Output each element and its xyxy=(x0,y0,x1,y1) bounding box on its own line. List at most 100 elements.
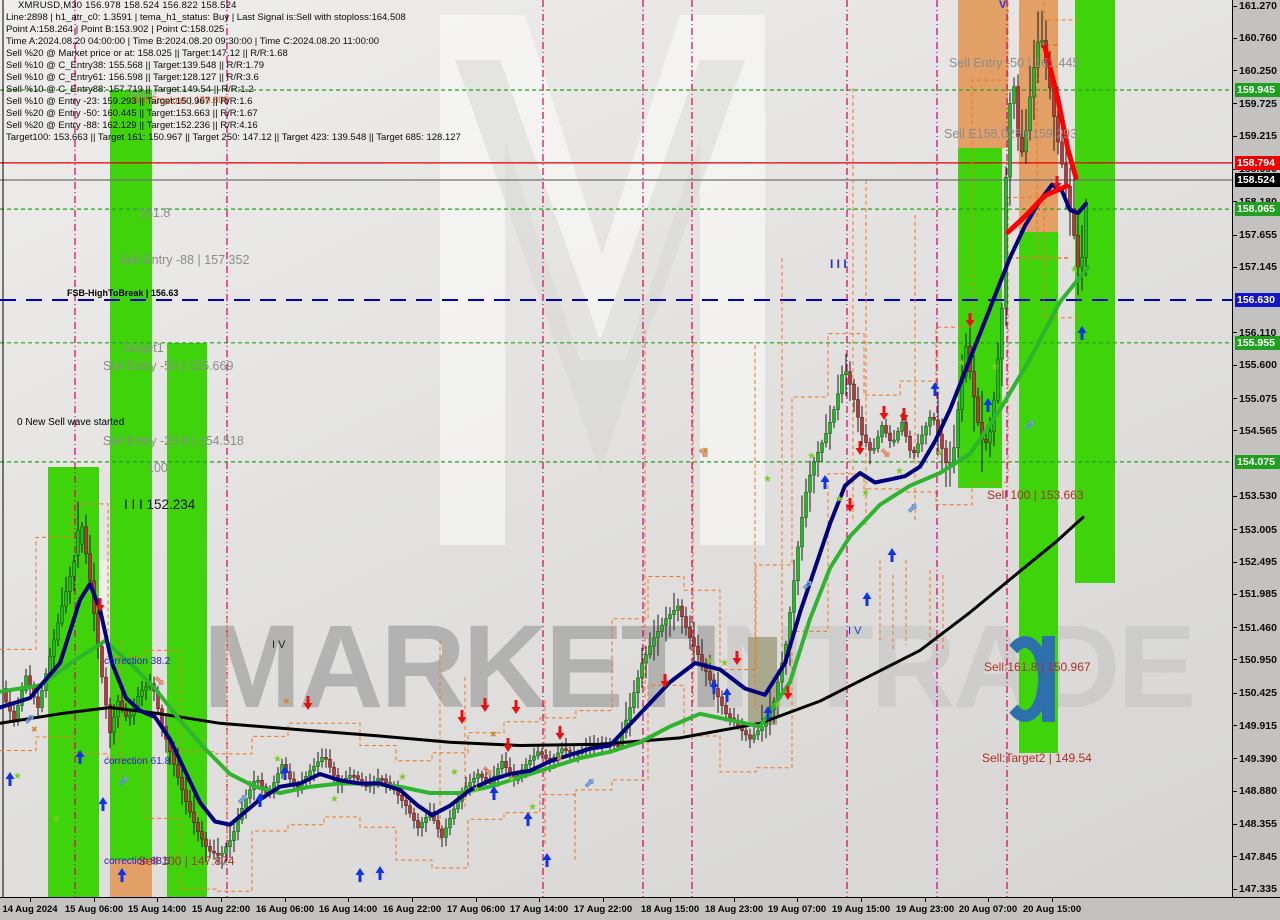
price-axis[interactable]: 161.270160.760160.250159.725159.215158.6… xyxy=(1232,0,1280,897)
time-tick-mark xyxy=(157,898,158,902)
price-tick-label: 155.075 xyxy=(1239,392,1277,405)
star-marker-icon: ★ xyxy=(472,784,481,795)
star-marker-icon: ★ xyxy=(398,772,407,783)
info-line: Sell %20 @ Entry -50: 160.445 || Target:… xyxy=(6,108,258,119)
star-marker-icon: ★ xyxy=(450,767,459,778)
buy-arrow-icon xyxy=(375,866,385,873)
watermark-text-left: MARKETI xyxy=(203,601,723,733)
watermark-text-right: NTRADE xyxy=(719,601,1197,733)
time-tick-mark xyxy=(734,898,735,902)
hollow-up-arrow-icon: ⇗ xyxy=(237,792,248,807)
price-tick-mark xyxy=(1233,364,1237,366)
price-tick-label: 150.950 xyxy=(1239,653,1277,666)
info-line: Sell %10 @ C_Entry38: 155.568 || Target:… xyxy=(6,60,265,71)
hollow-up-arrow-icon: ⇗ xyxy=(1024,418,1035,433)
ma-slow-black xyxy=(0,515,1085,747)
price-tick-label: 148.355 xyxy=(1239,818,1277,831)
price-tick-mark xyxy=(1233,692,1237,694)
chart-label: I I I 152.234 xyxy=(124,497,196,512)
buy-arrow-icon xyxy=(75,750,85,757)
price-badge-159.945: 159.945 xyxy=(1235,82,1280,97)
hollow-down-arrow-icon: ⇘ xyxy=(154,674,165,689)
hollow-down-arrow-icon: ⇘ xyxy=(880,446,891,461)
price-tick-label: 157.655 xyxy=(1239,229,1277,242)
info-line: Sell %10 @ C_Entry88: 157.719 || Target:… xyxy=(6,84,254,95)
chart-label: Sell Stoploss | 159.805 xyxy=(132,95,230,106)
red-falling xyxy=(1042,44,1079,181)
star-marker-icon: ★ xyxy=(807,451,816,462)
price-tick-mark xyxy=(1233,332,1237,334)
chart-label: Sell 100 | 147.874 xyxy=(138,854,235,868)
time-axis-label: 16 Aug 06:00 xyxy=(255,904,315,915)
sell-arrow-icon xyxy=(555,733,565,740)
chart-label: FSB-HighToBreak | 156.63 xyxy=(67,288,179,298)
price-tick-mark xyxy=(1233,758,1237,760)
star-marker-icon: ★ xyxy=(507,774,516,785)
price-tick-label: 149.915 xyxy=(1239,719,1277,732)
time-axis[interactable]: 14 Aug 2024 15 Aug 06:00 15 Aug 14:00 15 Au… xyxy=(0,897,1280,920)
price-badge-158.794: 158.794 xyxy=(1235,155,1280,170)
price-tick-label: 155.600 xyxy=(1239,359,1277,372)
price-tick-label: 152.495 xyxy=(1239,556,1277,569)
star-marker-icon: ★ xyxy=(720,658,729,669)
indicator-upper-steps xyxy=(0,0,1080,762)
buy-arrow-icon xyxy=(5,772,15,779)
price-chart-canvas[interactable]: ⇗⇗⇗⇗⇗⇗⇗⇘⇘⇘ ⇘★★★★★ ★★★★★ ★★★★★★★★★ ★★✖✖✖✖✖ xyxy=(0,0,1232,897)
time-axis-label: 15 Aug 06:00 xyxy=(64,904,124,915)
chart-plot-area[interactable]: MARKETINTRADE ⇗ ⇗ ⇗ ⇗ ⇗ ⇗ ⇗ ⇘ ⇘ ⇘ ⇘ ★ ★ ★ ★ ★ ★ ★ ★ ★ ★ ★ ★ ★ ★ ★… xyxy=(0,0,1232,897)
price-tick-mark xyxy=(1233,529,1237,531)
price-tick-mark xyxy=(1233,823,1237,825)
watermark-logo-bar xyxy=(1042,636,1055,722)
price-tick-mark xyxy=(1233,5,1237,7)
info-line: Sell %10 @ C_Entry61: 156.598 || Target:… xyxy=(6,72,259,83)
chart-label: 161.8 xyxy=(139,206,171,220)
buy-arrow-icon xyxy=(887,548,897,555)
price-tick-label: 157.145 xyxy=(1239,261,1277,274)
time-tick-mark xyxy=(670,898,671,902)
time-tick-mark xyxy=(539,898,540,902)
time-axis-label: 20 Aug 07:00 xyxy=(958,904,1018,915)
info-line: Sell %20 @ Market price or at: 158.025 |… xyxy=(6,48,288,59)
time-axis-label: 15 Aug 14:00 xyxy=(127,904,187,915)
cross-marker-icon: ✖ xyxy=(556,754,563,763)
cross-marker-icon: ✖ xyxy=(702,446,709,455)
price-tick-mark xyxy=(1233,135,1237,137)
price-badge-156.630: 156.630 xyxy=(1235,293,1280,308)
chart-label: correction 61.8 xyxy=(104,756,171,767)
time-axis-label: 16 Aug 14:00 xyxy=(318,904,378,915)
star-marker-icon: ★ xyxy=(330,794,339,805)
sell-arrow-icon xyxy=(511,707,521,714)
chart-label: correction 38.2 xyxy=(104,656,171,667)
cross-marker-icon: ✖ xyxy=(490,730,497,739)
chart-label: correction 88.5 xyxy=(104,856,171,867)
highlight-bands xyxy=(48,0,1115,897)
price-tick-label: 153.530 xyxy=(1239,490,1277,503)
time-tick-mark xyxy=(94,898,95,902)
info-line: Point A:158.264 | Point B:153.902 | Poin… xyxy=(6,24,225,35)
time-tick-mark xyxy=(925,898,926,902)
price-tick-label: 160.250 xyxy=(1239,64,1277,77)
time-tick-mark xyxy=(221,898,222,902)
time-tick-mark xyxy=(861,898,862,902)
price-tick-label: 151.985 xyxy=(1239,588,1277,601)
price-tick-mark xyxy=(1233,593,1237,595)
price-tick-mark xyxy=(1233,790,1237,792)
info-line: Target100: 153.663 || Target 161: 150.96… xyxy=(6,132,461,143)
time-axis-label: 16 Aug 22:00 xyxy=(382,904,442,915)
buy-arrow-icon xyxy=(117,868,127,875)
price-badge-158.524: 158.524 xyxy=(1235,173,1280,187)
price-tick-label: 161.270 xyxy=(1239,0,1277,12)
sell-arrow-icon xyxy=(480,705,490,712)
price-tick-label: 160.760 xyxy=(1239,32,1277,45)
star-marker-icon: ★ xyxy=(835,494,844,505)
star-marker-icon: ★ xyxy=(52,814,61,825)
time-axis-label: 17 Aug 06:00 xyxy=(446,904,506,915)
time-axis-label: 15 Aug 22:00 xyxy=(191,904,251,915)
time-axis-label: 20 Aug 15:00 xyxy=(1022,904,1082,915)
chart-label: I V xyxy=(848,625,862,637)
price-tick-label: 148.880 xyxy=(1239,785,1277,798)
info-line: Line:2898 | h1_atr_c0: 1.3591 | tema_h1_… xyxy=(6,12,406,23)
price-tick-mark xyxy=(1233,430,1237,432)
chart-label: Sell Entry -50 | 155.669 xyxy=(103,359,234,373)
price-tick-label: 153.005 xyxy=(1239,523,1277,536)
